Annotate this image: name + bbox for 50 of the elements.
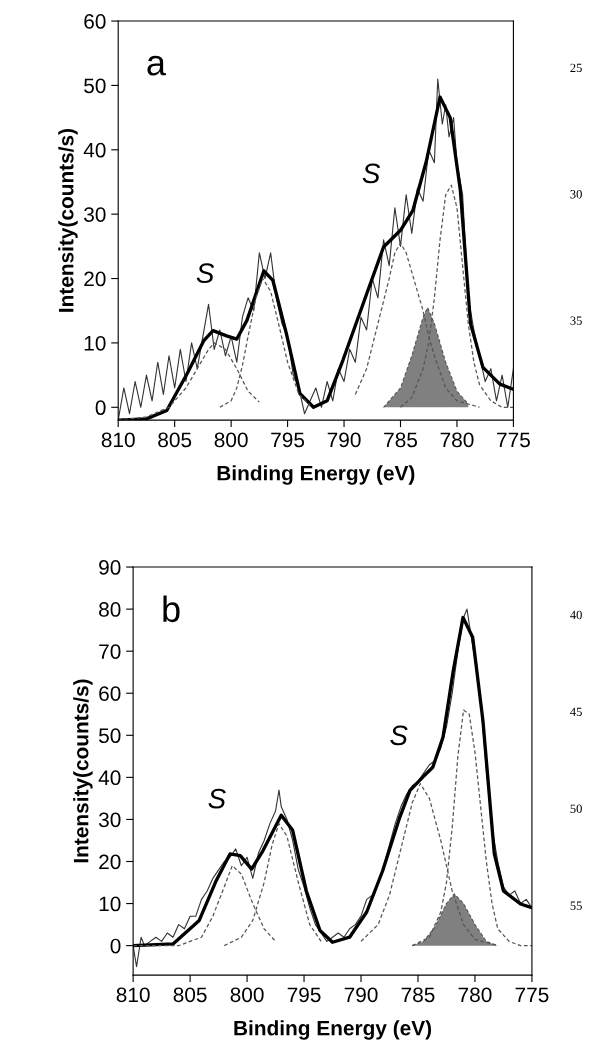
y-tick-label: 80: [99, 602, 121, 617]
annotation: S: [208, 788, 226, 809]
y-axis-title: Intensity(counts/s): [73, 679, 93, 863]
text: 40: [570, 610, 582, 620]
y-tick-label: 30: [98, 812, 121, 828]
x-tick-label: 780: [440, 432, 474, 448]
annotation: S: [362, 163, 381, 184]
text: 45: [570, 707, 582, 717]
y-tick-label: 50: [98, 728, 121, 744]
x-tick-label: 810: [101, 432, 135, 448]
x-tick-label: 790: [327, 432, 361, 448]
text: 25: [570, 63, 582, 73]
y-tick-label: 10: [99, 896, 121, 912]
x-tick-label: 810: [116, 987, 150, 1003]
x-tick-label: 775: [497, 432, 530, 448]
y-axis-title: Intensity(counts/s): [58, 129, 78, 312]
x-tick-label: 790: [344, 987, 378, 1003]
x-tick-label: 800: [230, 987, 264, 1003]
x-tick-label: 805: [173, 987, 207, 1003]
y-tick-label: 10: [84, 335, 106, 351]
y-tick-label: 0: [95, 400, 106, 416]
y-tick-label: 30: [84, 207, 106, 222]
y-tick-label: 50: [84, 78, 106, 94]
y-tick-label: 40: [98, 770, 121, 786]
y-tick-label: 40: [83, 142, 106, 158]
annotation: a: [147, 55, 166, 76]
x-tick-label: 785: [384, 432, 418, 448]
x-axis-title: Binding Energy (eV): [234, 1020, 432, 1040]
y-tick-label: 20: [84, 271, 106, 287]
annotation: b: [163, 595, 180, 623]
x-tick-label: 805: [158, 432, 192, 448]
y-tick-label: 90: [99, 560, 121, 575]
annotation: S: [390, 725, 408, 746]
x-axis-title: Binding Energy (eV): [217, 465, 415, 485]
x-tick-label: 800: [214, 432, 248, 448]
text: 50: [570, 804, 582, 813]
annotation: S: [196, 263, 215, 283]
y-tick-label: 60: [99, 686, 121, 701]
x-tick-label: 775: [515, 987, 549, 1003]
y-tick-label: 20: [99, 854, 121, 870]
text: 30: [570, 190, 582, 199]
x-tick-label: 780: [458, 987, 492, 1003]
y-tick-label: 70: [99, 644, 121, 659]
x-tick-label: 795: [287, 987, 321, 1003]
y-tick-label: 60: [84, 14, 106, 29]
text: 55: [570, 901, 582, 910]
x-tick-label: 785: [401, 987, 435, 1003]
y-tick-label: 0: [110, 938, 121, 954]
x-tick-label: 795: [271, 432, 305, 448]
text: 35: [570, 316, 582, 325]
